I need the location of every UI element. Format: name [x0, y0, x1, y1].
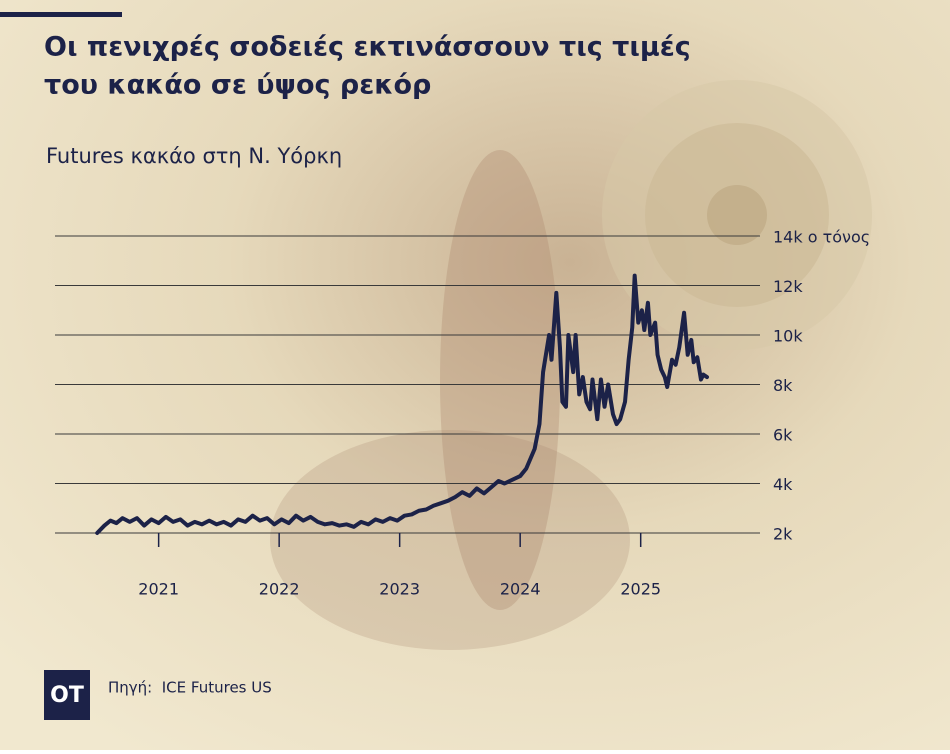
plot-area: 2k 4k 6k 8k 10k 12k 14k ο τόνος 2021 2022 2023 202… [55, 228, 870, 599]
y-tick-label: 14k ο τόνος [773, 228, 870, 247]
top-rule [0, 12, 122, 17]
decor [270, 430, 630, 650]
y-tick-label: 6k [773, 426, 793, 445]
x-tick-label: 2024 [500, 580, 541, 599]
y-tick-label: 8k [773, 376, 793, 395]
x-tick-label: 2021 [138, 580, 179, 599]
x-tick-label: 2022 [259, 580, 300, 599]
price-line [95, 273, 709, 535]
logo: OT [50, 683, 84, 708]
y-tick-label: 4k [773, 475, 793, 494]
y-tick-label: 12k [773, 277, 803, 296]
decor-circle [707, 185, 767, 245]
x-tick-label: 2025 [620, 580, 661, 599]
source: Πηγή: ICE Futures US [108, 679, 272, 697]
chart-subtitle: Futures κακάο στη Ν. Υόρκη [46, 144, 342, 168]
x-tick-label: 2023 [379, 580, 420, 599]
chart-title: Οι πενιχρές σοδειές εκτινάσσουν τις τιμέ… [44, 32, 691, 63]
logo-box [44, 670, 90, 720]
y-tick-label: 2k [773, 525, 793, 544]
y-tick-label: 10k [773, 327, 803, 346]
chart-title: του κακάο σε ύψος ρεκόρ [44, 70, 431, 101]
